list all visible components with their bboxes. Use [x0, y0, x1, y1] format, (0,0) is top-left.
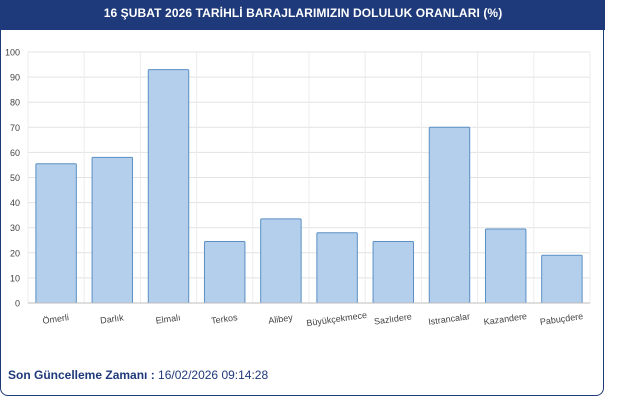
bar: [91, 156, 134, 304]
bar: [316, 232, 358, 304]
bar: [147, 69, 190, 304]
bar: [260, 218, 302, 304]
x-tick-label: Terkos: [210, 312, 238, 326]
bar: [203, 241, 246, 304]
bar-chart: 0 10 20 30 40 50 60 70 80 90 100 Ömerli Darlık Elmalı…: [5, 48, 591, 328]
y-tick-label: 50: [10, 173, 20, 183]
x-tick-label: Pabuçdere: [539, 311, 584, 327]
x-tick-label: Alibey: [268, 312, 294, 325]
bar: [428, 126, 471, 304]
bar: [372, 241, 415, 304]
y-tick-label: 30: [10, 223, 20, 233]
x-tick-label: Istrancalar: [428, 311, 471, 327]
last-update-value: 16/02/2026 09:14:28: [158, 368, 269, 382]
y-tick-label: 100: [5, 48, 20, 58]
last-update-label: Son Güncelleme Zamanı :: [8, 368, 155, 382]
y-tick-label: 80: [10, 98, 20, 108]
bar: [541, 254, 583, 304]
y-tick-label: 70: [10, 123, 20, 133]
y-tick-label: 10: [10, 273, 20, 283]
last-update: Son Güncelleme Zamanı : 16/02/2026 09:14…: [8, 368, 268, 382]
x-tick-label: Elmalı: [155, 312, 181, 325]
chart-title: 16 ŞUBAT 2026 TARİHLİ BARAJLARIMIZIN DOL…: [1, 0, 605, 30]
x-tick-label: Büyükçekmece: [306, 310, 368, 328]
bar: [35, 163, 77, 304]
x-tick-label: Kazandere: [483, 311, 528, 327]
x-tick-label: Sazlıdere: [373, 311, 412, 326]
y-tick-label: 40: [10, 198, 20, 208]
y-tick-label: 60: [10, 148, 20, 158]
y-tick-label: 90: [10, 73, 20, 83]
bar: [484, 228, 527, 304]
y-tick-label: 0: [15, 299, 20, 309]
x-tick-label: Ömerli: [42, 312, 70, 326]
x-tick-label: Darlık: [100, 312, 125, 325]
y-tick-label: 20: [10, 248, 20, 258]
